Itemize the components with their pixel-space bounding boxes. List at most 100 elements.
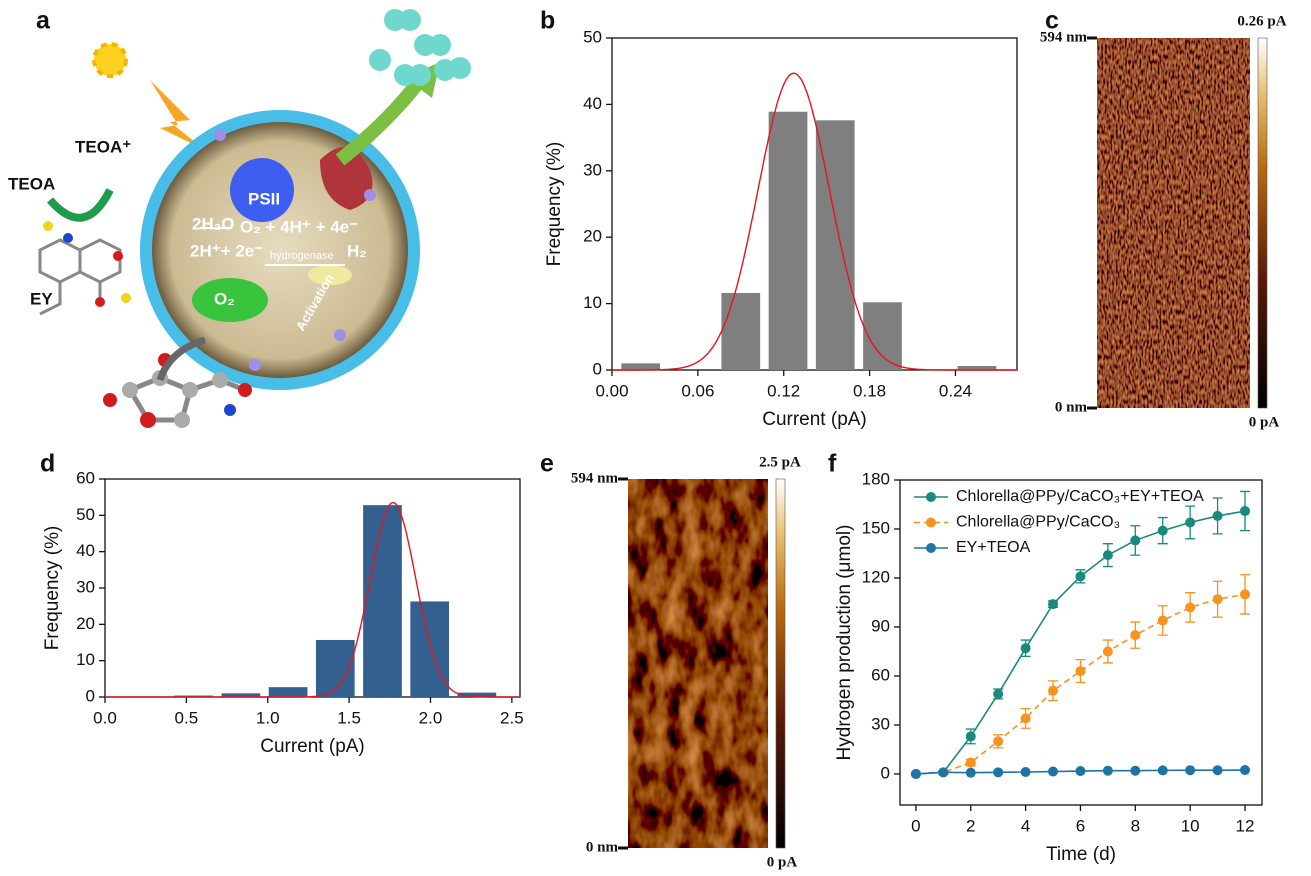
scheme-label: H₂ bbox=[347, 241, 367, 260]
marker bbox=[1212, 765, 1223, 776]
color-bar bbox=[775, 478, 786, 849]
marker bbox=[1239, 589, 1250, 600]
x-tick-label: 1.5 bbox=[337, 708, 361, 727]
x-tick-label: 0.0 bbox=[93, 708, 117, 727]
marker bbox=[938, 767, 949, 778]
x-tick-label: 2.5 bbox=[500, 708, 524, 727]
mitochondria bbox=[320, 147, 373, 210]
y-tick-label: 10 bbox=[583, 293, 602, 312]
marker bbox=[1185, 517, 1196, 528]
y-tick-label: 60 bbox=[871, 665, 890, 684]
x-tick-label: 0.12 bbox=[767, 381, 800, 400]
marker bbox=[1048, 599, 1059, 610]
marker bbox=[1102, 550, 1113, 561]
x-tick-label: 6 bbox=[1076, 816, 1085, 835]
scheme-label: EY bbox=[30, 289, 53, 308]
bar bbox=[221, 693, 261, 697]
map-bottom-label: 0 nm bbox=[1055, 399, 1088, 415]
bar bbox=[815, 120, 855, 370]
legend-label: Chlorella@PPy/CaCO₃+EY+TEOA bbox=[956, 488, 1204, 505]
y-tick-label: 20 bbox=[583, 227, 602, 246]
marker bbox=[1102, 765, 1113, 776]
y-tick-label: 90 bbox=[871, 616, 890, 635]
scheme-label: 2H₂O bbox=[192, 214, 235, 233]
legend-marker bbox=[926, 543, 936, 553]
y-axis-label: Frequency (%) bbox=[42, 526, 63, 651]
marker bbox=[1212, 510, 1223, 521]
y-tick-label: 40 bbox=[76, 541, 95, 560]
marker bbox=[1102, 646, 1113, 657]
bar bbox=[768, 111, 808, 370]
marker bbox=[1212, 594, 1223, 605]
bar bbox=[957, 366, 997, 370]
legend-label: EY+TEOA bbox=[956, 539, 1031, 556]
y-tick-label: 0 bbox=[86, 686, 95, 705]
y-axis-label: Hydrogen production (μmol) bbox=[834, 525, 855, 761]
panel-label: e bbox=[540, 450, 554, 478]
lightning bbox=[150, 80, 205, 150]
scheme-label: O₂ + 4H⁺ + 4e⁻ bbox=[240, 217, 358, 236]
scheme-label: TEOA bbox=[8, 174, 55, 193]
x-tick-label: 2.0 bbox=[419, 708, 443, 727]
color-bar-max: 0.26 pA bbox=[1237, 13, 1286, 29]
marker bbox=[1048, 766, 1059, 777]
legend-label: Chlorella@PPy/CaCO₃ bbox=[956, 514, 1120, 531]
map-bottom-label: 0 nm bbox=[586, 839, 619, 855]
marker bbox=[1020, 767, 1031, 778]
color-bar bbox=[1257, 37, 1268, 409]
marker bbox=[1239, 765, 1250, 776]
organelle bbox=[308, 265, 352, 285]
marker bbox=[1157, 615, 1168, 626]
marker bbox=[1020, 713, 1031, 724]
vesicles bbox=[214, 129, 376, 371]
x-tick-label: 0 bbox=[911, 816, 920, 835]
marker bbox=[1048, 685, 1059, 696]
arrow bbox=[335, 75, 426, 166]
marker bbox=[1239, 506, 1250, 517]
y-tick-label: 0 bbox=[593, 359, 602, 378]
scheme: a bbox=[8, 7, 471, 428]
marker bbox=[993, 767, 1004, 778]
x-axis-label: Current (pA) bbox=[260, 736, 365, 757]
marker bbox=[965, 757, 976, 768]
panel-label: a bbox=[36, 7, 51, 35]
marker bbox=[993, 736, 1004, 747]
sun bbox=[92, 42, 128, 78]
reaction-arrow bbox=[200, 227, 345, 266]
bar bbox=[621, 363, 660, 370]
map-top-label: 594 nm bbox=[1040, 29, 1088, 45]
marker bbox=[965, 731, 976, 742]
bar bbox=[721, 292, 761, 370]
marker bbox=[1075, 571, 1086, 582]
marker bbox=[1130, 765, 1141, 776]
legend-marker bbox=[926, 492, 936, 502]
x-tick-label: 0.18 bbox=[853, 381, 886, 400]
current-map bbox=[628, 479, 768, 848]
fit-curve bbox=[105, 501, 520, 698]
x-tick-label: 4 bbox=[1021, 816, 1030, 835]
y-tick-label: 10 bbox=[76, 650, 95, 669]
marker bbox=[993, 688, 1004, 699]
y-tick-label: 150 bbox=[862, 518, 890, 537]
x-axis-label: Time (d) bbox=[1046, 844, 1116, 865]
atoms bbox=[43, 221, 131, 307]
marker bbox=[1185, 765, 1196, 776]
y-tick-label: 30 bbox=[871, 714, 890, 733]
bar bbox=[457, 692, 497, 697]
marker bbox=[1130, 630, 1141, 641]
plot-frame bbox=[104, 478, 521, 698]
x-tick-label: 8 bbox=[1131, 816, 1140, 835]
bar bbox=[363, 505, 402, 697]
marker bbox=[1185, 602, 1196, 613]
x-tick-label: 12 bbox=[1236, 816, 1255, 835]
x-tick-label: 0.5 bbox=[175, 708, 199, 727]
map-top-label: 594 nm bbox=[571, 470, 619, 486]
x-tick-label: 2 bbox=[966, 816, 975, 835]
plot-frame bbox=[611, 37, 1018, 371]
series-line bbox=[915, 593, 1246, 775]
x-axis-label: Current (pA) bbox=[762, 409, 867, 430]
color-bar-max: 2.5 pA bbox=[759, 454, 801, 470]
y-tick-label: 0 bbox=[881, 763, 890, 782]
legend-marker bbox=[926, 517, 936, 528]
scheme-label: hydrogenase bbox=[270, 250, 334, 262]
